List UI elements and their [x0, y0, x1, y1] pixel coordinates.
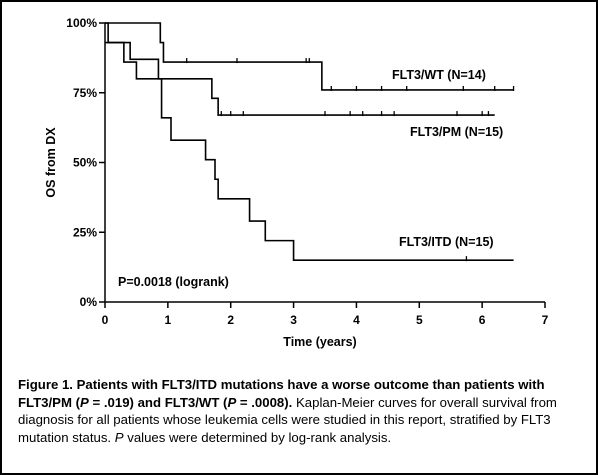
survival-curve-2	[105, 41, 514, 261]
x-tick-label: 2	[227, 313, 234, 327]
series-label: FLT3/PM (N=15)	[410, 125, 503, 139]
y-axis-label: OS from DX	[44, 127, 58, 198]
logrank-annotation: P=0.0018 (logrank)	[118, 275, 229, 289]
x-axis-label: Time (years)	[283, 335, 356, 349]
x-tick-label: 0	[102, 313, 109, 327]
survival-curves	[105, 22, 515, 262]
chart-axes: 0 1 2 3 4 5 6 7 0% 25% 50% 75% 100%	[66, 16, 548, 327]
caption-lead: Figure 1. Patients with FLT3/ITD mutatio…	[18, 377, 545, 410]
x-tick-label: 7	[542, 313, 549, 327]
series-label: FLT3/ITD (N=15)	[399, 235, 494, 249]
survival-curve-0	[105, 22, 514, 91]
y-tick-label: 50%	[73, 156, 97, 170]
km-chart: 0 1 2 3 4 5 6 7 0% 25% 50% 75% 100% Time (years) OS f…	[44, 16, 549, 349]
survival-curve-1	[105, 22, 495, 116]
figure-caption: Figure 1. Patients with FLT3/ITD mutatio…	[18, 376, 583, 446]
y-tick-label: 25%	[73, 225, 97, 239]
x-tick-label: 4	[353, 313, 360, 327]
x-tick-label: 3	[290, 313, 297, 327]
caption-tail: values were determined by log-rank analy…	[123, 429, 392, 445]
y-tick-label: 100%	[66, 16, 97, 30]
chart-labels: Time (years) OS from DX FLT3/WT (N=14) FLT3…	[44, 68, 503, 349]
y-tick-label: 75%	[73, 86, 97, 100]
x-tick-label: 1	[165, 313, 172, 327]
series-label: FLT3/WT (N=14)	[392, 68, 486, 82]
caption-body: Kaplan-Meier curves for overall survival…	[18, 394, 557, 445]
x-tick-label: 6	[479, 313, 486, 327]
y-tick-label: 0%	[80, 295, 98, 309]
x-tick-label: 5	[416, 313, 423, 327]
caption-p-label: P	[114, 429, 124, 445]
